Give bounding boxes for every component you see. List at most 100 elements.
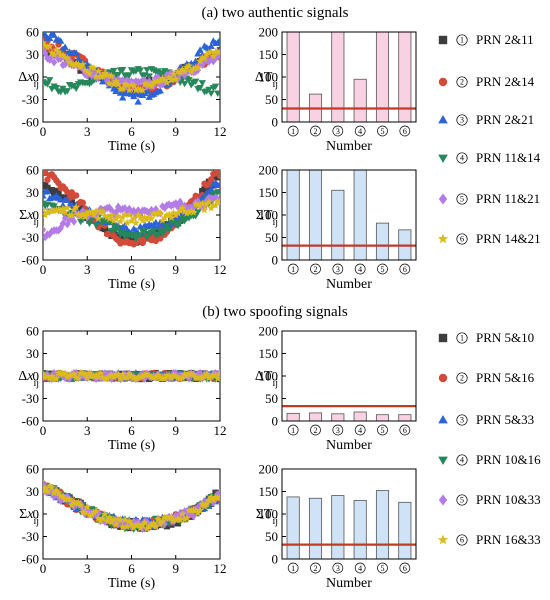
series-6 xyxy=(43,197,220,227)
data-point xyxy=(198,500,207,508)
y-axis-label: ΔTij xyxy=(255,369,278,389)
bar xyxy=(286,496,300,560)
bar xyxy=(308,412,323,422)
category-ring xyxy=(287,125,299,137)
data-point xyxy=(165,73,174,82)
data-point xyxy=(63,196,72,203)
legend-number: 1 xyxy=(460,334,464,343)
data-point xyxy=(116,217,125,225)
legend-label: PRN 5&10 xyxy=(476,330,534,345)
data-point xyxy=(211,83,220,91)
data-point xyxy=(110,519,117,528)
y-tick-label: 60 xyxy=(26,324,39,339)
data-point xyxy=(46,230,53,239)
data-point xyxy=(149,519,158,527)
data-point xyxy=(94,67,103,75)
legend-number-ring xyxy=(456,454,468,466)
category-ring xyxy=(354,424,366,436)
data-point xyxy=(107,517,116,526)
data-point xyxy=(50,488,59,497)
data-point xyxy=(43,483,50,492)
bar xyxy=(375,414,390,422)
x-tick-label: 3 xyxy=(84,262,91,277)
y-axis-label-symbol: Δ xyxy=(255,369,264,384)
data-point xyxy=(180,370,189,378)
data-point xyxy=(63,53,72,62)
data-point xyxy=(172,199,179,208)
data-point xyxy=(94,373,103,381)
category-label: 2 xyxy=(314,265,318,274)
data-point xyxy=(174,514,182,522)
category-label: 1 xyxy=(291,127,295,136)
legend-number-ring xyxy=(456,332,468,344)
data-point xyxy=(48,187,56,194)
data-point xyxy=(216,172,220,180)
data-point xyxy=(61,208,70,216)
category-ring xyxy=(287,562,299,574)
data-point xyxy=(112,77,120,85)
legend-marker xyxy=(437,534,449,545)
data-point xyxy=(131,521,140,529)
data-point xyxy=(96,368,105,377)
data-point xyxy=(156,76,165,85)
data-point xyxy=(74,498,83,507)
data-point xyxy=(149,228,158,235)
legend-number: 3 xyxy=(460,416,464,425)
legend-marker xyxy=(438,414,448,424)
category-ring xyxy=(399,424,411,436)
legend-number-ring xyxy=(456,34,468,46)
data-point xyxy=(54,47,63,56)
x-tick-label: 3 xyxy=(84,124,91,139)
data-point xyxy=(143,215,151,223)
x-tick-label: 0 xyxy=(40,262,47,277)
data-point xyxy=(65,495,74,503)
legend-number: 6 xyxy=(460,536,464,545)
data-point xyxy=(182,514,191,522)
x-tick-label: 9 xyxy=(173,561,180,576)
data-point xyxy=(58,492,67,500)
legend-number: 5 xyxy=(460,195,464,204)
data-point xyxy=(138,86,147,94)
legend-label: PRN 5&33 xyxy=(476,412,534,427)
y-axis-label-symbol: Σ xyxy=(256,507,264,522)
points-group xyxy=(43,479,220,533)
data-point xyxy=(123,218,132,227)
data-point xyxy=(205,86,213,94)
legend-label: PRN 14&21 xyxy=(476,231,541,246)
y-tick-label: 150 xyxy=(259,47,279,62)
data-point xyxy=(95,508,102,518)
data-point xyxy=(100,211,109,220)
data-point xyxy=(165,227,173,234)
points-group xyxy=(43,32,220,105)
data-point xyxy=(193,63,202,72)
data-point xyxy=(72,49,80,56)
data-point xyxy=(216,47,220,56)
data-point xyxy=(132,90,140,97)
y-axis-label-symbol: Σ xyxy=(19,208,27,223)
data-point xyxy=(59,219,67,228)
data-point xyxy=(45,481,54,490)
data-point xyxy=(109,372,118,381)
data-point xyxy=(196,506,205,514)
legend-marker xyxy=(438,35,448,45)
data-point xyxy=(167,512,176,521)
data-point xyxy=(185,77,193,84)
data-point xyxy=(48,51,56,61)
data-point xyxy=(54,205,63,214)
data-point xyxy=(127,372,136,380)
data-point xyxy=(89,371,98,380)
category-ring xyxy=(354,263,366,275)
data-point xyxy=(74,55,83,62)
y-tick-label: 30 xyxy=(26,185,39,200)
points-group xyxy=(43,170,220,248)
data-point xyxy=(78,210,87,219)
data-point xyxy=(76,63,85,71)
data-point xyxy=(131,86,140,94)
data-point xyxy=(118,523,127,531)
data-point xyxy=(85,69,94,78)
data-point xyxy=(207,176,215,183)
y-tick-label: 100 xyxy=(259,208,279,223)
x-tick-label: 9 xyxy=(173,262,180,277)
legend-number-ring xyxy=(456,372,468,384)
y-axis-label-symbol: Σ xyxy=(256,208,264,223)
